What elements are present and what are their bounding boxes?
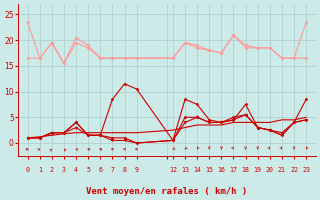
X-axis label: Vent moyen/en rafales ( km/h ): Vent moyen/en rafales ( km/h ): [86, 187, 248, 196]
